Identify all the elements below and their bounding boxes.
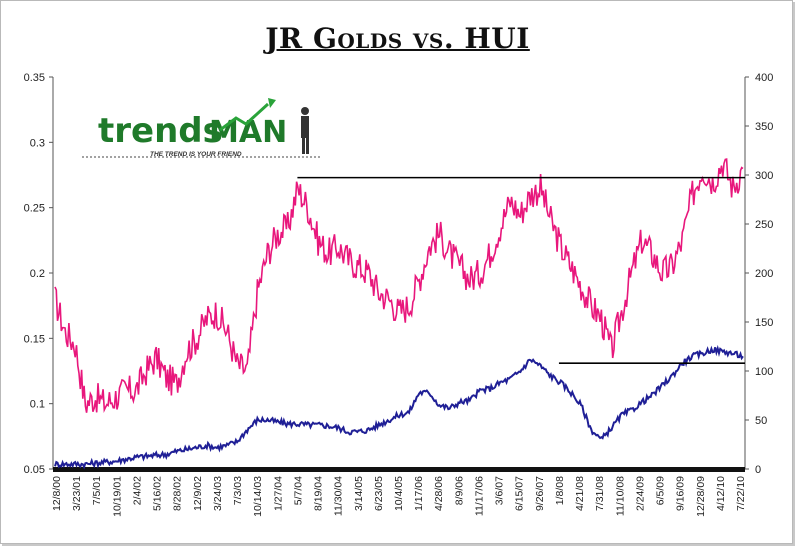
x-tick-label: 8/9/06 — [453, 476, 465, 505]
chart-title: JR Golds vs. HUI — [265, 22, 530, 55]
left-tick-label: 0.2 — [30, 268, 45, 280]
x-tick-label: 3/24/03 — [212, 476, 224, 511]
x-tick-label: 2/24/09 — [634, 476, 646, 511]
trendsman-logo: trends MAN THE TREND IS YOUR FRIEND — [82, 98, 320, 158]
x-tick-label: 10/14/03 — [252, 476, 264, 517]
x-tick-label: 7/3/03 — [232, 476, 244, 505]
x-tick-label: 7/31/08 — [594, 476, 606, 511]
right-tick-label: 0 — [755, 464, 761, 476]
x-tick-label: 6/23/05 — [373, 476, 385, 511]
x-tick-label: 10/19/01 — [111, 476, 123, 517]
x-tick-label: 1/27/04 — [272, 476, 284, 511]
logo-arrow-icon — [219, 102, 270, 132]
x-tick-label: 11/10/08 — [614, 476, 626, 516]
x-tick-label: 5/7/04 — [292, 476, 304, 505]
x-tick-label: 6/15/07 — [514, 476, 526, 511]
x-tick-label: 3/6/07 — [494, 476, 506, 505]
x-tick-label: 11/17/06 — [473, 476, 485, 516]
logo-arrowhead-icon — [268, 98, 276, 108]
x-tick-label: 10/4/05 — [393, 476, 405, 511]
right-tick-label: 150 — [755, 317, 773, 329]
x-tick-label: 9/26/07 — [534, 476, 546, 511]
jr-golds-series-line — [54, 158, 744, 414]
x-tick-label: 8/19/04 — [313, 476, 325, 511]
x-tick-label: 7/5/01 — [91, 476, 103, 505]
x-tick-label: 3/14/05 — [353, 476, 365, 511]
hui-series-line — [54, 344, 744, 470]
left-tick-label: 0.1 — [30, 399, 45, 411]
x-tick-label: 7/22/10 — [735, 476, 747, 511]
x-tick-label: 3/23/01 — [71, 476, 83, 511]
right-tick-label: 250 — [755, 219, 773, 231]
x-tick-label: 5/16/02 — [152, 476, 164, 511]
x-axis-bar — [53, 467, 745, 472]
logo-tagline: THE TREND IS YOUR FRIEND — [150, 151, 242, 158]
logo-text-trends: trends — [98, 111, 223, 151]
x-tick-label: 9/16/09 — [675, 476, 687, 511]
right-tick-label: 200 — [755, 268, 773, 280]
left-tick-label: 0.15 — [24, 333, 45, 345]
left-tick-label: 0.35 — [24, 72, 45, 84]
x-tick-label: 12/9/02 — [192, 476, 204, 511]
right-tick-label: 100 — [755, 366, 773, 378]
x-tick-label: 4/12/10 — [715, 476, 727, 511]
left-tick-label: 0.05 — [24, 464, 45, 476]
right-tick-label: 400 — [755, 72, 773, 84]
x-tick-label: 4/28/06 — [433, 476, 445, 511]
logo-figure-icon — [301, 107, 309, 154]
x-tick-label: 12/28/09 — [695, 476, 707, 517]
x-tick-label: 11/30/04 — [333, 476, 345, 516]
x-tick-label: 6/5/09 — [655, 476, 667, 505]
x-tick-label: 2/4/02 — [131, 476, 143, 505]
x-tick-label: 4/21/08 — [574, 476, 586, 511]
right-tick-label: 350 — [755, 121, 773, 133]
x-tick-label: 1/17/06 — [413, 476, 425, 511]
x-tick-label: 8/28/02 — [172, 476, 184, 511]
x-tick-label: 12/8/00 — [51, 476, 63, 511]
left-tick-label: 0.3 — [30, 137, 45, 149]
x-tick-label: 1/8/08 — [554, 476, 566, 505]
left-tick-label: 0.25 — [24, 203, 45, 215]
right-tick-label: 50 — [755, 415, 767, 427]
right-tick-label: 300 — [755, 170, 773, 182]
